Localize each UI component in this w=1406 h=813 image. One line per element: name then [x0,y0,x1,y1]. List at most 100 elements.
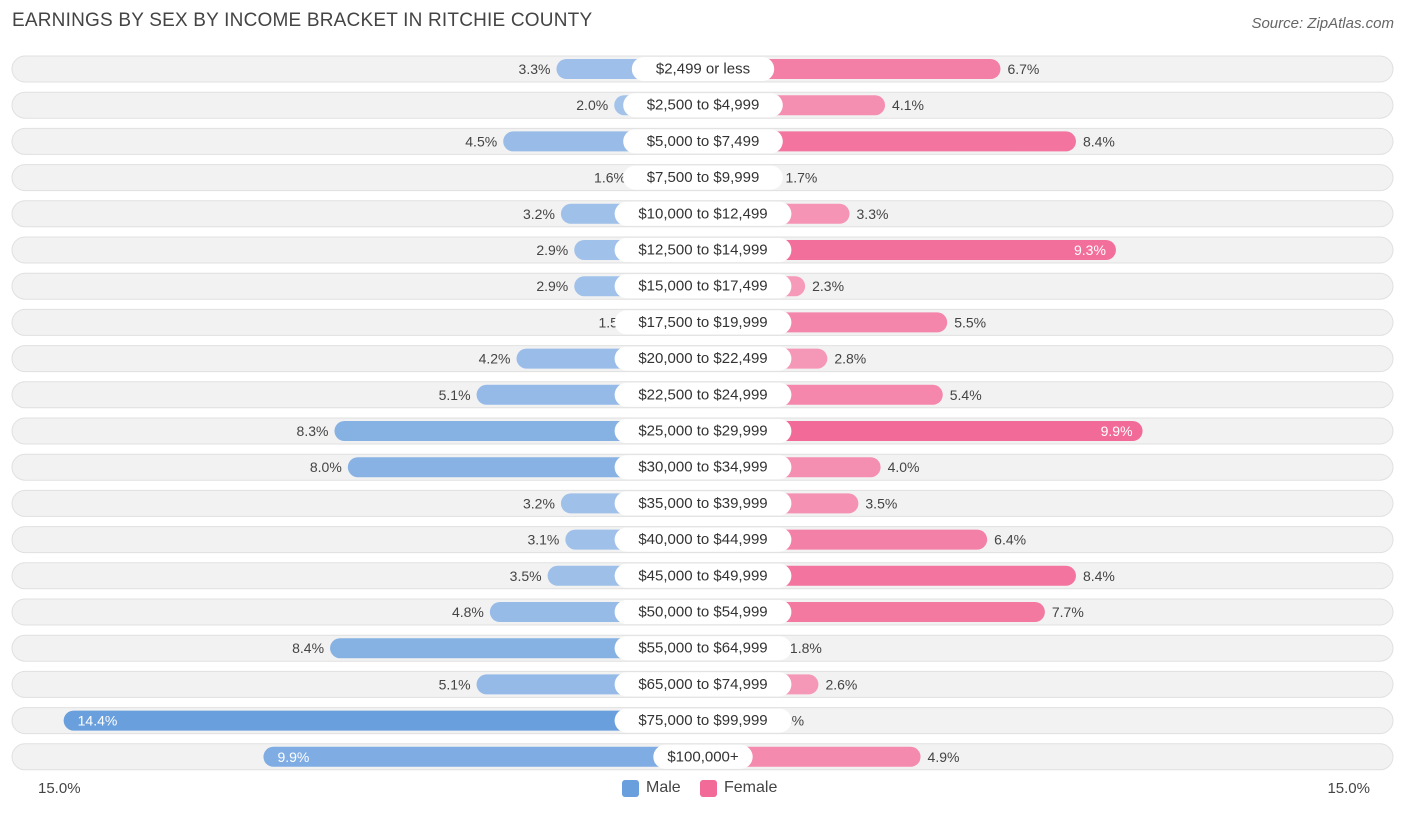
female-value-label: 8.4% [1083,133,1115,149]
category-pill [614,238,792,262]
category-pill [614,201,792,226]
female-value-label: 9.3% [1074,242,1106,258]
category-label: $30,000 to $34,999 [638,459,767,476]
male-value-label: 3.5% [510,568,542,584]
category-label: $25,000 to $29,999 [638,423,767,440]
female-value-label: 4.0% [888,459,920,475]
category-pill [614,563,792,588]
source-note: Source: ZipAtlas.com [1251,15,1394,32]
category-pill [614,382,792,407]
male-value-label: 2.9% [536,278,568,294]
category-pill [631,57,775,81]
category-label: $45,000 to $49,999 [638,567,767,584]
category-label: $5,000 to $7,499 [647,133,760,150]
legend-label-female: Female [724,779,778,796]
axis-label-right: 15.0% [1327,780,1370,797]
female-value-label: 3.3% [857,206,889,222]
category-pill [614,310,792,335]
category-pill [614,672,792,697]
category-label: $65,000 to $74,999 [638,676,767,693]
female-bar [703,240,1116,260]
category-pill [614,419,792,443]
category-label: $2,500 to $4,999 [647,97,760,114]
male-value-label: 2.9% [536,242,568,258]
female-value-label: 5.4% [950,387,982,403]
category-label: $100,000+ [667,748,739,765]
chart-title: EARNINGS BY SEX BY INCOME BRACKET IN RIT… [12,10,593,31]
female-value-label: 4.1% [892,97,924,113]
female-bar [703,421,1143,441]
category-label: $50,000 to $54,999 [638,604,767,621]
female-value-label: 2.6% [825,676,857,692]
category-label: $40,000 to $44,999 [638,531,767,548]
category-label: $15,000 to $17,499 [638,278,767,295]
female-value-label: 4.9% [928,749,960,765]
legend-item-male[interactable]: Male [622,778,681,798]
female-value-label: 1.8% [790,640,822,656]
legend-label-male: Male [646,779,681,796]
male-bar [263,746,703,767]
male-value-label: 8.4% [292,640,324,656]
category-label: $22,500 to $24,999 [638,386,767,403]
category-pill [614,600,792,624]
category-pill [614,491,792,516]
category-pill [614,636,792,661]
female-bar [703,746,921,767]
male-value-label: 8.3% [297,423,329,439]
category-pill [614,527,792,552]
category-pill [614,274,792,299]
category-label: $10,000 to $12,499 [638,205,767,222]
female-value-label: 5.5% [954,314,986,330]
legend-swatch-female [700,779,717,797]
category-label: $17,500 to $19,999 [638,314,767,331]
female-value-label: 8.4% [1083,568,1115,584]
category-pill [614,455,792,480]
category-pill [623,93,783,118]
male-value-label: 3.2% [523,206,555,222]
category-label: $35,000 to $39,999 [638,495,767,512]
axis-label-left: 15.0% [38,780,81,797]
male-value-label: 2.0% [576,97,608,113]
male-value-label: 4.5% [465,133,497,149]
male-value-label: 4.8% [452,604,484,620]
category-label: $12,500 to $14,999 [638,242,767,259]
male-value-label: 8.0% [310,459,342,475]
category-pill [623,165,783,190]
legend-swatch-male [622,779,639,797]
legend-item-female[interactable]: Female [700,778,777,798]
female-value-label: 1.7% [785,170,817,186]
male-bar [347,457,703,478]
category-pill [614,708,792,733]
male-value-label: 5.1% [439,676,471,692]
male-value-label: 1.6% [594,170,626,186]
category-label: $55,000 to $64,999 [638,640,767,657]
male-value-label: 3.1% [527,532,559,548]
female-value-label: 9.9% [1101,423,1133,439]
female-bar [703,131,1076,152]
male-value-label: 9.9% [277,749,309,765]
male-value-label: 5.1% [439,387,471,403]
male-value-label: 3.3% [519,61,551,77]
female-value-label: 3.5% [865,495,897,511]
category-pill [614,346,792,371]
female-value-label: 2.3% [812,278,844,294]
female-bar [703,565,1076,586]
category-label: $75,000 to $99,999 [638,712,767,729]
male-value-label: 4.2% [479,351,511,367]
male-bar [63,710,703,731]
category-label: $2,499 or less [656,61,750,78]
category-label: $7,500 to $9,999 [647,169,760,186]
female-value-label: 7.7% [1052,604,1084,620]
female-value-label: 6.7% [1007,61,1039,77]
category-pill [623,129,783,154]
male-value-label: 3.2% [523,495,555,511]
female-bar [703,59,1001,79]
male-value-label: 14.4% [78,713,118,729]
male-bar [330,638,703,659]
male-bar [334,421,703,441]
female-value-label: 2.8% [834,351,866,367]
category-pill [653,744,753,769]
female-value-label: 6.4% [994,532,1026,548]
bar-chart: 3.3% 6.7% $2,499 or less 2.0% 4.1% $2,500 to … [11,55,1394,771]
category-label: $20,000 to $22,499 [638,350,767,367]
